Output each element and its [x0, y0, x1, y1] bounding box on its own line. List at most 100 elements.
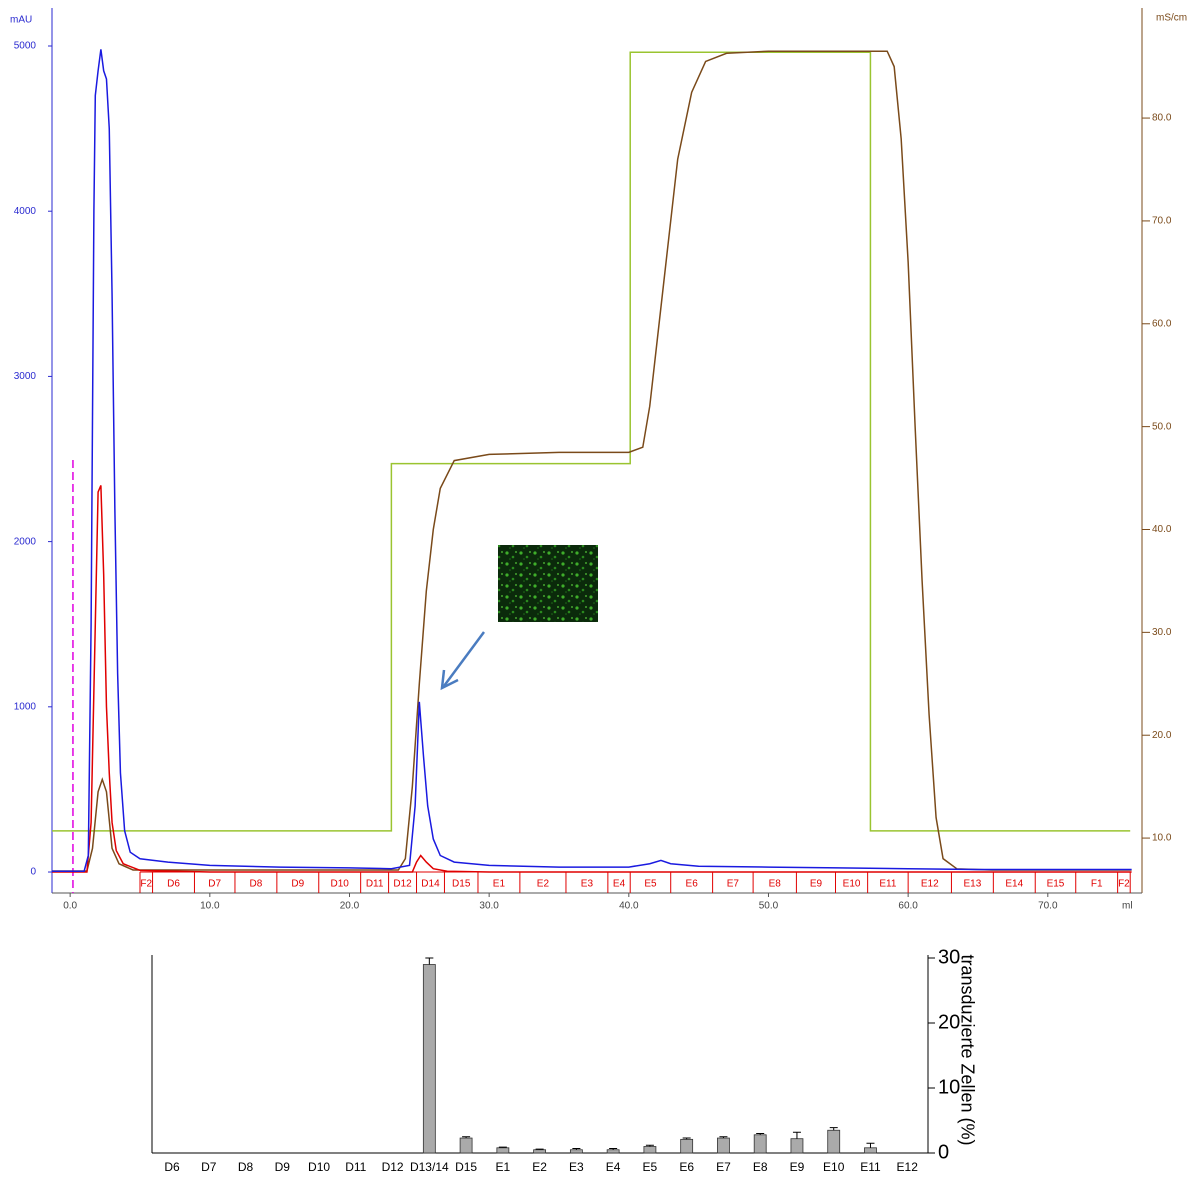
y2-tick-label: 80.0	[1152, 113, 1172, 124]
y-tick-label: 0	[30, 867, 36, 878]
fraction-label: E1	[493, 879, 506, 890]
y2-axis-label: mS/cm	[1156, 13, 1187, 24]
y-tick-label: 1000	[14, 701, 37, 712]
x-tick-label: 30.0	[479, 901, 499, 912]
y-tick-label: 5000	[14, 41, 37, 52]
bar	[606, 1149, 620, 1154]
fraction-label: E9	[810, 879, 823, 890]
x-tick-label: 20.0	[340, 901, 360, 912]
y2-tick-label: 50.0	[1152, 421, 1172, 432]
error-bar	[425, 957, 434, 965]
bar	[459, 1137, 473, 1154]
x-tick-label: 60.0	[898, 901, 918, 912]
x-tick-label: D10	[308, 1160, 330, 1174]
error-bar	[572, 1147, 581, 1150]
x-tick-label: 0.0	[63, 901, 77, 912]
trace-line	[52, 485, 1132, 873]
x-tick-label: D11	[345, 1160, 366, 1174]
error-bar	[498, 1146, 507, 1148]
x-tick-label: D6	[164, 1160, 180, 1174]
fraction-label: D14	[421, 879, 440, 890]
x-tick-label: E11	[860, 1160, 881, 1174]
fraction-label: E4	[613, 879, 626, 890]
fraction-label: E15	[1047, 879, 1065, 890]
y2-tick-label: 40.0	[1152, 524, 1172, 535]
inset-image	[498, 545, 598, 622]
x-tick-label: 10.0	[200, 901, 220, 912]
y-tick-label: 30	[938, 946, 960, 968]
fraction-label: D9	[291, 879, 304, 890]
y-tick-label: 3000	[14, 371, 37, 382]
y-tick-label: 20	[938, 1011, 960, 1033]
x-tick-label: E10	[823, 1160, 845, 1174]
x-tick-label: D13/14	[410, 1160, 449, 1174]
x-tick-label: E5	[643, 1160, 658, 1174]
x-tick-label: 50.0	[759, 901, 779, 912]
x-tick-label: E7	[716, 1160, 731, 1174]
fraction-label: D15	[452, 879, 471, 890]
fraction-label: E11	[879, 879, 896, 890]
x-tick-label: E2	[532, 1160, 547, 1174]
error-bar	[719, 1136, 728, 1139]
x-tick-label: D15	[455, 1160, 477, 1174]
fraction-label: F1	[1091, 879, 1103, 890]
bar	[533, 1149, 547, 1154]
x-tick-label: 70.0	[1038, 901, 1058, 912]
error-bar	[866, 1142, 875, 1148]
y-tick-label: 0	[938, 1141, 949, 1163]
bar	[496, 1147, 510, 1154]
x-tick-label: 40.0	[619, 901, 639, 912]
y2-tick-label: 20.0	[1152, 730, 1172, 741]
fraction-label: E5	[644, 879, 657, 890]
fraction-label: E14	[1005, 879, 1023, 890]
x-tick-label: E1	[496, 1160, 511, 1174]
x-tick-label: D9	[275, 1160, 291, 1174]
y-tick-label: 2000	[14, 536, 37, 547]
error-bar	[535, 1148, 544, 1150]
y-axis-label: mAU	[10, 15, 32, 26]
x-tick-label: E6	[679, 1160, 694, 1174]
y-axis-label: transduzierte Zellen (%)	[957, 954, 977, 1145]
fraction-label: D8	[250, 879, 263, 890]
y2-tick-label: 10.0	[1152, 833, 1172, 844]
fraction-label: D10	[331, 879, 350, 890]
fraction-label: E6	[686, 879, 699, 890]
y2-tick-label: 60.0	[1152, 318, 1172, 329]
error-bar	[645, 1144, 654, 1147]
fraction-label: F2	[140, 879, 152, 890]
x-tick-label: D12	[382, 1160, 404, 1174]
trace-line	[52, 50, 1132, 872]
x-tick-label: E4	[606, 1160, 621, 1174]
bar	[790, 1138, 804, 1154]
error-bar	[682, 1137, 691, 1140]
fraction-label: E3	[581, 879, 594, 890]
error-bar	[756, 1133, 765, 1135]
fraction-label: F2	[1118, 879, 1130, 890]
x-tick-label: D8	[238, 1160, 254, 1174]
error-bar	[462, 1136, 471, 1139]
x-axis-label: ml	[1122, 901, 1133, 912]
x-tick-label: E8	[753, 1160, 768, 1174]
fraction-label: D6	[167, 879, 180, 890]
bar	[753, 1134, 767, 1154]
fraction-label: E13	[963, 879, 981, 890]
y-tick-label: 10	[938, 1076, 960, 1098]
bar	[717, 1137, 730, 1154]
arrow	[440, 631, 486, 691]
bar	[864, 1147, 877, 1154]
y-tick-label: 4000	[14, 206, 37, 217]
error-bar	[609, 1147, 618, 1150]
fraction-label: E10	[843, 879, 861, 890]
fraction-label: D11	[366, 879, 384, 890]
bar	[643, 1146, 657, 1154]
fraction-label: E12	[921, 879, 939, 890]
trace-line	[52, 49, 1132, 872]
bar	[422, 964, 436, 1154]
y2-tick-label: 70.0	[1152, 216, 1172, 227]
fraction-label: E7	[727, 879, 740, 890]
x-tick-label: E12	[897, 1160, 919, 1174]
y2-tick-label: 30.0	[1152, 627, 1172, 638]
fraction-label: D7	[208, 879, 221, 890]
fraction-label: D12	[393, 879, 412, 890]
